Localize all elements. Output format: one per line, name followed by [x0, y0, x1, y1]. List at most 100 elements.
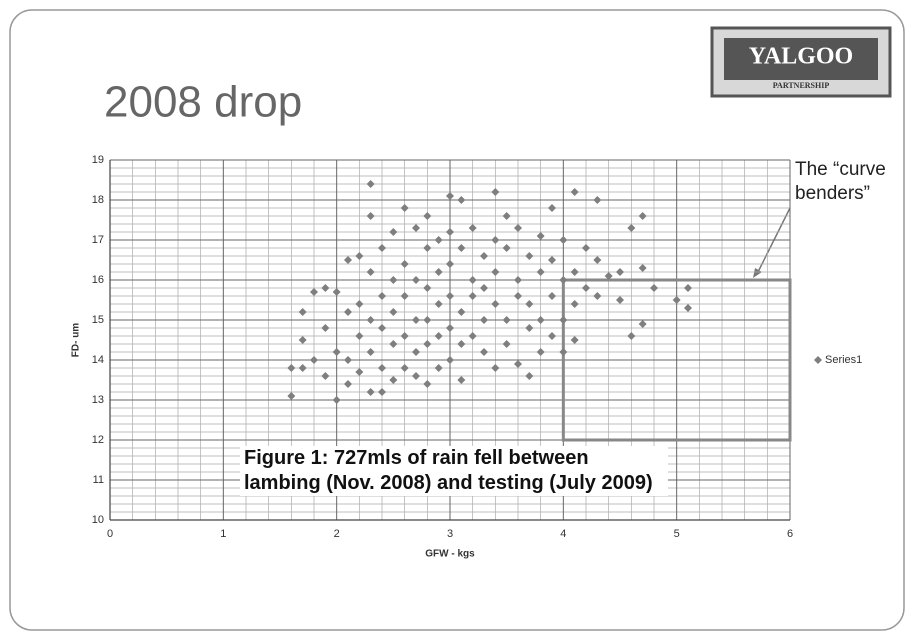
y-tick-label: 18: [92, 194, 104, 206]
data-point: [412, 348, 420, 356]
annotation: The “curve benders”: [795, 159, 886, 204]
x-tick-label: 2: [334, 528, 340, 540]
data-point: [355, 252, 364, 260]
data-point: [502, 212, 511, 220]
data-point: [582, 244, 590, 252]
data-point: [616, 268, 624, 276]
data-point: [582, 284, 590, 292]
data-point: [514, 224, 522, 232]
logo-inner: [724, 38, 878, 80]
data-point: [638, 320, 647, 328]
data-point: [548, 256, 556, 264]
data-point: [536, 232, 545, 240]
data-point: [559, 236, 568, 244]
data-point: [332, 288, 341, 296]
annotation-arrow: [756, 207, 791, 275]
data-point: [502, 316, 511, 324]
data-point: [366, 212, 375, 220]
data-point: [389, 308, 398, 316]
data-point: [525, 300, 534, 308]
x-tick-label: 1: [220, 528, 226, 540]
data-point: [548, 292, 556, 300]
data-point: [298, 308, 307, 316]
data-point: [423, 244, 432, 252]
data-point: [423, 380, 432, 388]
data-point: [378, 364, 386, 372]
data-point: [332, 396, 341, 404]
data-point: [593, 196, 602, 204]
caption: Figure 1: 727mls of rain fell between la…: [240, 446, 668, 496]
data-point: [310, 288, 318, 296]
data-point: [480, 252, 488, 260]
data-point: [366, 180, 375, 188]
x-tick-label: 5: [674, 528, 680, 540]
data-point: [514, 276, 522, 284]
data-point: [570, 300, 579, 308]
data-point: [502, 340, 511, 348]
data-point: [423, 316, 432, 324]
data-point: [378, 388, 386, 396]
data-point: [525, 252, 534, 260]
data-point: [378, 244, 386, 252]
data-point: [389, 340, 398, 348]
data-point: [321, 284, 330, 292]
data-point: [491, 236, 500, 244]
data-point: [593, 256, 602, 264]
data-point: [400, 292, 409, 300]
data-point: [321, 324, 330, 332]
y-tick-label: 11: [93, 474, 104, 486]
data-point: [446, 260, 454, 268]
data-point: [684, 284, 692, 292]
data-point: [400, 364, 409, 372]
data-point: [366, 388, 375, 396]
data-point: [468, 224, 477, 232]
data-point: [480, 348, 488, 356]
data-point: [491, 300, 500, 308]
data-point: [298, 364, 307, 372]
data-point: [366, 268, 375, 276]
legend-marker: [814, 356, 822, 364]
data-point: [548, 204, 556, 212]
x-tick-label: 6: [787, 528, 793, 540]
data-point: [457, 376, 466, 384]
data-point: [468, 292, 477, 300]
logo-name: YALGOO: [749, 44, 853, 70]
data-point: [389, 376, 398, 384]
data-point: [536, 348, 545, 356]
y-axis-label: FD- um: [71, 323, 82, 358]
data-point: [344, 308, 352, 316]
slide-title: 2008 drop: [104, 78, 302, 127]
data-point: [446, 192, 454, 200]
data-point: [389, 228, 398, 236]
data-point: [366, 348, 375, 356]
data-point: [287, 364, 296, 372]
data-point: [468, 276, 477, 284]
data-point: [559, 316, 568, 324]
arrow-head: [753, 268, 762, 278]
data-point: [355, 332, 364, 340]
data-point: [446, 356, 454, 364]
data-point: [627, 224, 636, 232]
data-point: [400, 332, 409, 340]
data-point: [332, 348, 341, 356]
y-tick-label: 13: [92, 394, 104, 406]
data-point: [570, 188, 579, 196]
x-tick-label: 3: [447, 528, 453, 540]
data-point: [321, 372, 330, 380]
y-tick-label: 16: [92, 274, 104, 286]
data-point: [457, 196, 466, 204]
data-point: [525, 372, 534, 380]
data-point: [457, 244, 466, 252]
data-point: [480, 316, 488, 324]
data-point: [423, 212, 432, 220]
data-point: [491, 188, 500, 196]
y-tick-label: 15: [92, 314, 104, 326]
data-point: [468, 332, 477, 340]
data-point: [570, 268, 579, 276]
data-point: [434, 300, 443, 308]
x-axis-label: GFW - kgs: [425, 549, 475, 560]
data-point: [593, 292, 602, 300]
data-point: [446, 324, 454, 332]
data-point: [412, 276, 420, 284]
data-point: [559, 276, 568, 284]
